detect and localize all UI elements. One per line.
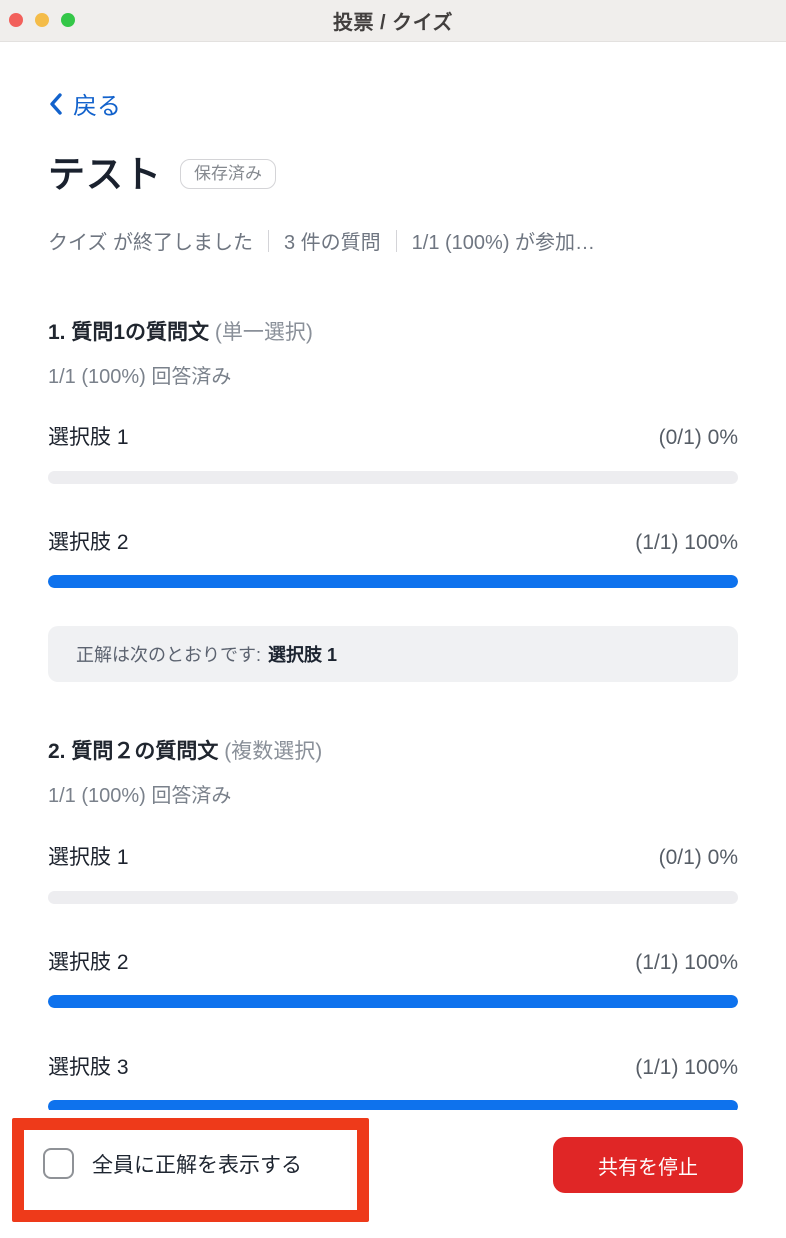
option-stat: (1/1) 100%	[635, 1056, 738, 1079]
option-row: 選択肢 1 (0/1) 0%	[48, 421, 738, 451]
footer-bar: 全員に正解を表示する 共有を停止	[0, 1110, 786, 1238]
window-controls	[9, 13, 75, 27]
show-correct-answers-toggle[interactable]: 全員に正解を表示する	[43, 1148, 302, 1179]
question-1-answered: 1/1 (100%) 回答済み	[48, 366, 232, 388]
option-row: 選択肢 2 (1/1) 100%	[48, 946, 738, 976]
back-label: 戻る	[73, 93, 121, 120]
progress-bar	[48, 575, 738, 588]
option-row: 選択肢 1 (0/1) 0%	[48, 841, 738, 871]
question-2-text: 2. 質問２の質問文	[48, 740, 219, 763]
question-2-type: (複数選択)	[224, 740, 323, 763]
option-label: 選択肢 2	[48, 531, 129, 554]
progress-bar-fill	[48, 995, 738, 1008]
option-stat: (1/1) 100%	[635, 951, 738, 974]
page-title: テスト	[48, 154, 162, 195]
chevron-left-icon	[48, 92, 63, 116]
status-participation: 1/1 (100%) が参加…	[411, 232, 596, 254]
close-button[interactable]	[9, 13, 23, 27]
option-label: 選択肢 3	[48, 1056, 129, 1079]
option-label: 選択肢 2	[48, 951, 129, 974]
window-title: 投票 / クイズ	[332, 12, 454, 34]
status-divider	[395, 229, 397, 252]
progress-bar	[48, 891, 738, 904]
option-row: 選択肢 3 (1/1) 100%	[48, 1051, 738, 1081]
checkbox-unchecked-icon[interactable]	[43, 1148, 74, 1179]
status-divider	[267, 229, 269, 252]
progress-bar	[48, 471, 738, 484]
title-row: テスト 保存済み	[48, 144, 738, 198]
back-button[interactable]: 戻る	[48, 86, 121, 121]
zoom-button[interactable]	[61, 13, 75, 27]
correct-answer-value: 選択肢 1	[268, 645, 338, 665]
progress-bar-fill	[48, 575, 738, 588]
question-2-title: 2. 質問２の質問文 (複数選択)	[48, 735, 738, 765]
minimize-button[interactable]	[35, 13, 49, 27]
question-1-text: 1. 質問1の質問文	[48, 321, 210, 344]
correct-answer-box: 正解は次のとおりです: 選択肢 1	[48, 626, 738, 682]
status-question-count: 3 件の質問	[283, 232, 381, 254]
progress-bar-fill	[48, 1100, 738, 1113]
saved-badge: 保存済み	[180, 158, 276, 190]
progress-bar	[48, 995, 738, 1008]
option-label: 選択肢 1	[48, 846, 129, 869]
option-stat: (0/1) 0%	[658, 426, 738, 449]
status-ended: クイズ が終了しました	[48, 232, 253, 254]
checkbox-label: 全員に正解を表示する	[92, 1153, 302, 1177]
progress-bar	[48, 1100, 738, 1113]
question-2-answered: 1/1 (100%) 回答済み	[48, 785, 232, 807]
stop-sharing-button[interactable]: 共有を停止	[553, 1137, 743, 1193]
option-label: 選択肢 1	[48, 426, 129, 449]
option-row: 選択肢 2 (1/1) 100%	[48, 526, 738, 556]
question-1-type: (単一選択)	[214, 321, 313, 344]
quiz-status-row: クイズ が終了しました 3 件の質問 1/1 (100%) が参加…	[48, 226, 738, 255]
option-stat: (1/1) 100%	[635, 531, 738, 554]
window-titlebar: 投票 / クイズ	[0, 0, 786, 42]
correct-answer-prefix: 正解は次のとおりです:	[76, 645, 261, 665]
option-stat: (0/1) 0%	[658, 846, 738, 869]
question-1-title: 1. 質問1の質問文 (単一選択)	[48, 316, 738, 346]
